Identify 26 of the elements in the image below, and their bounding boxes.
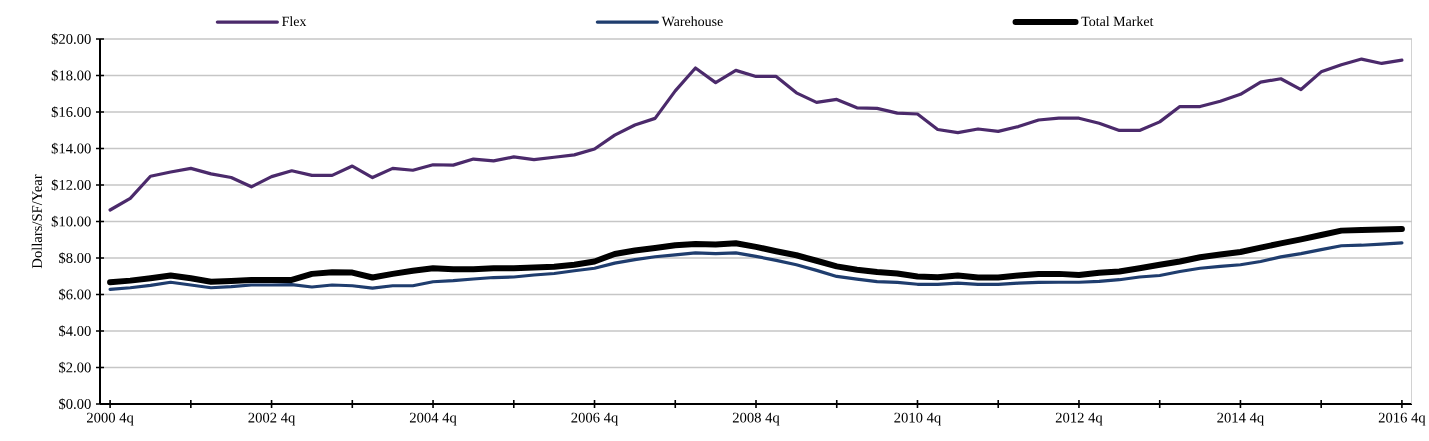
y-tick-label: $0.00 bbox=[59, 398, 91, 410]
line-series bbox=[108, 57, 1404, 212]
line-series bbox=[108, 241, 1404, 291]
x-tick-label: 2012 4q bbox=[1055, 412, 1103, 426]
x-tick-label: 2002 4q bbox=[248, 412, 296, 426]
x-tick-label: 2016 4q bbox=[1378, 412, 1426, 426]
y-axis-title: Dollars/SF/Year bbox=[31, 174, 43, 269]
y-tick-label: $14.00 bbox=[51, 142, 91, 155]
y-tick-label: $20.00 bbox=[51, 33, 91, 45]
x-tick-label: 2004 4q bbox=[409, 412, 457, 426]
legend-label: Flex bbox=[282, 16, 307, 27]
x-tick-label: 2006 4q bbox=[571, 412, 619, 426]
y-tick-label: $12.00 bbox=[51, 179, 91, 191]
y-tick-label: $6.00 bbox=[59, 288, 91, 301]
legend-label: Total Market bbox=[1081, 16, 1154, 27]
y-tick-label: $18.00 bbox=[51, 69, 91, 82]
y-tick-label: $10.00 bbox=[51, 215, 91, 228]
legend-label: Warehouse bbox=[661, 16, 723, 27]
y-tick-label: $16.00 bbox=[51, 106, 91, 118]
x-tick-label: 2000 4q bbox=[86, 412, 134, 426]
y-tick-label: $4.00 bbox=[59, 325, 91, 337]
y-tick-label: $8.00 bbox=[59, 252, 91, 264]
x-tick-label: 2008 4q bbox=[732, 412, 780, 426]
x-tick-label: 2010 4q bbox=[894, 412, 941, 426]
x-tick-label: 2014 4q bbox=[1217, 412, 1264, 426]
y-tick-label: $2.00 bbox=[59, 361, 91, 374]
